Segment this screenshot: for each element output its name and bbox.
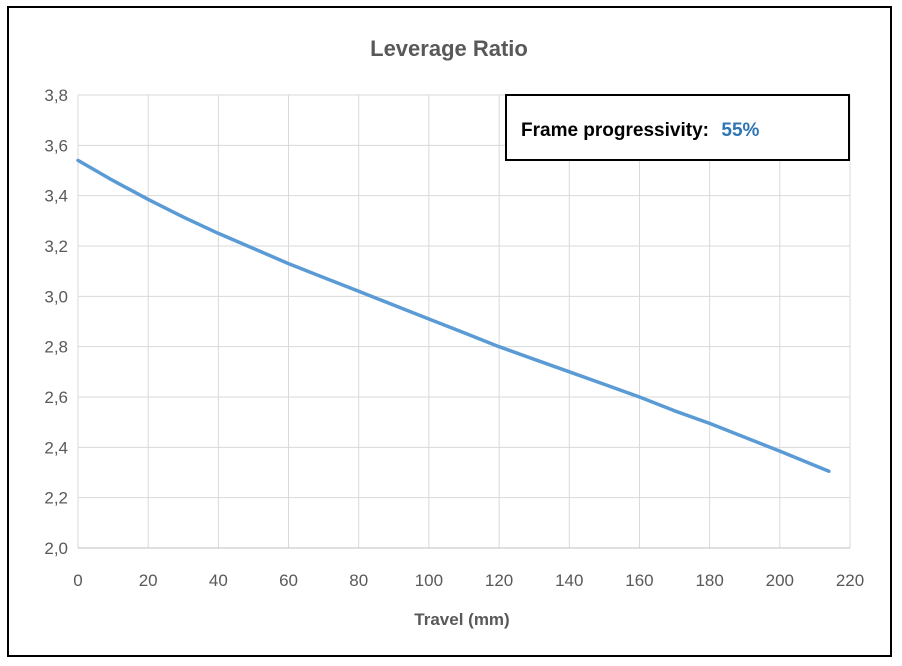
grid — [77, 94, 851, 549]
y-axis-ticks: 2,0 2,2 2,4 2,6 2,8 3,0 3,2 3,4 3,6 3,8 — [44, 86, 68, 558]
y-tick-label-4: 2,8 — [44, 338, 68, 357]
chart-frame: 2,0 2,2 2,4 2,6 2,8 3,0 3,2 3,4 3,6 3,8 0 20 40 60 80… — [7, 6, 892, 657]
y-tick-label-2: 2,4 — [44, 438, 68, 457]
annotation-text: Frame progressivity: 55% — [521, 120, 760, 141]
x-tick-label-7: 140 — [555, 571, 583, 590]
x-tick-label-5: 100 — [415, 571, 443, 590]
annotation-value: 55% — [721, 120, 759, 141]
x-tick-label-10: 200 — [766, 571, 794, 590]
x-tick-label-6: 120 — [485, 571, 513, 590]
annotation-label: Frame progressivity: — [521, 120, 709, 141]
y-tick-label-3: 2,6 — [44, 388, 68, 407]
y-tick-label-6: 3,2 — [44, 237, 68, 256]
series-line-0 — [76, 158, 831, 473]
x-tick-label-9: 180 — [695, 571, 723, 590]
y-tick-label-8: 3,6 — [44, 136, 68, 155]
chart-title: Leverage Ratio — [370, 36, 528, 61]
progressivity-annotation: Frame progressivity: 55% — [505, 94, 850, 161]
y-tick-label-0: 2,0 — [44, 539, 68, 558]
x-axis-label: Travel (mm) — [414, 610, 509, 629]
y-tick-label-9: 3,8 — [44, 86, 68, 105]
series-layer — [76, 158, 831, 473]
annotation-box — [505, 94, 850, 161]
leverage-ratio-chart: 2,0 2,2 2,4 2,6 2,8 3,0 3,2 3,4 3,6 3,8 0 20 40 60 80… — [44, 36, 864, 629]
y-tick-label-1: 2,2 — [44, 489, 68, 508]
x-tick-label-0: 0 — [73, 571, 82, 590]
x-tick-label-2: 40 — [209, 571, 228, 590]
x-axis-ticks: 0 20 40 60 80 100 120 140 160 180 200 220 — [73, 571, 864, 590]
x-tick-label-3: 60 — [279, 571, 298, 590]
y-tick-label-5: 3,0 — [44, 287, 68, 306]
x-tick-label-11: 220 — [836, 571, 864, 590]
x-tick-label-4: 80 — [349, 571, 368, 590]
x-tick-label-1: 20 — [139, 571, 158, 590]
x-tick-label-8: 160 — [625, 571, 653, 590]
y-tick-label-7: 3,4 — [44, 187, 68, 206]
